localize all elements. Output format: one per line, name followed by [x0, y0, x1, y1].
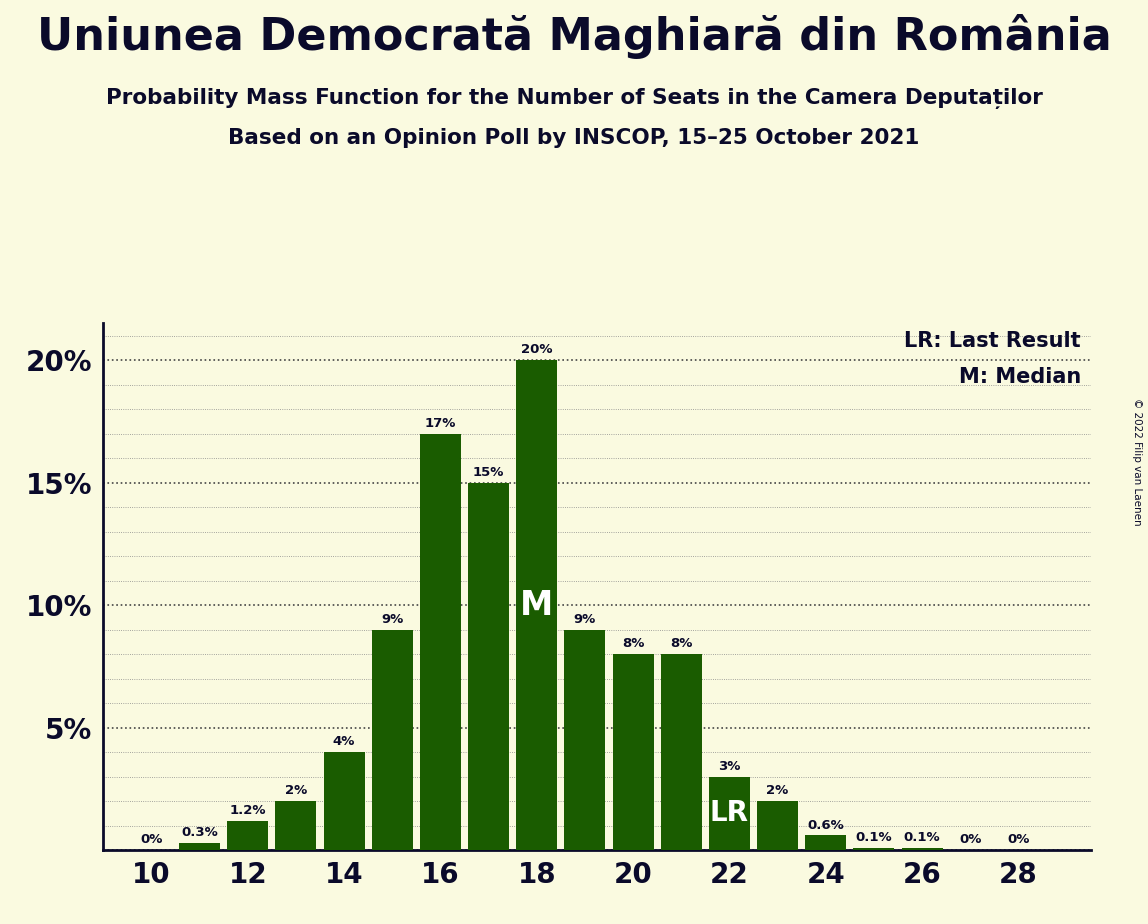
Text: Probability Mass Function for the Number of Seats in the Camera Deputaților: Probability Mass Function for the Number… [106, 88, 1042, 109]
Bar [517, 360, 557, 850]
Text: 2%: 2% [285, 784, 307, 797]
Text: 3%: 3% [719, 760, 740, 772]
Text: 15%: 15% [473, 466, 504, 479]
Text: 2%: 2% [767, 784, 789, 797]
Text: 0%: 0% [959, 833, 982, 846]
Text: Uniunea Democrată Maghiară din România: Uniunea Democrată Maghiară din România [37, 14, 1111, 59]
Bar [179, 843, 220, 850]
Bar [613, 654, 653, 850]
Text: 0.6%: 0.6% [807, 819, 844, 832]
Bar [420, 433, 460, 850]
Text: 0.3%: 0.3% [181, 826, 218, 839]
Text: 0.1%: 0.1% [903, 831, 940, 844]
Bar [565, 629, 605, 850]
Bar [805, 835, 846, 850]
Text: 0.1%: 0.1% [855, 831, 892, 844]
Text: LR: LR [709, 799, 748, 827]
Bar [468, 482, 509, 850]
Bar [709, 776, 750, 850]
Bar [757, 801, 798, 850]
Text: 8%: 8% [670, 638, 692, 650]
Text: LR: Last Result: LR: Last Result [905, 331, 1081, 351]
Text: M: Median: M: Median [959, 368, 1081, 387]
Bar [853, 847, 894, 850]
Text: 1.2%: 1.2% [230, 804, 266, 817]
Text: 9%: 9% [574, 613, 596, 626]
Text: M: M [520, 589, 553, 622]
Text: © 2022 Filip van Laenen: © 2022 Filip van Laenen [1132, 398, 1142, 526]
Text: 8%: 8% [622, 638, 644, 650]
Bar [901, 847, 943, 850]
Text: 4%: 4% [333, 736, 356, 748]
Text: 20%: 20% [521, 344, 552, 357]
Bar [372, 629, 413, 850]
Text: 9%: 9% [381, 613, 403, 626]
Text: Based on an Opinion Poll by INSCOP, 15–25 October 2021: Based on an Opinion Poll by INSCOP, 15–2… [228, 128, 920, 148]
Text: 0%: 0% [1007, 833, 1030, 846]
Bar [227, 821, 269, 850]
Text: 17%: 17% [425, 417, 456, 430]
Bar [324, 752, 365, 850]
Text: 0%: 0% [140, 833, 163, 846]
Bar [661, 654, 701, 850]
Bar [276, 801, 317, 850]
